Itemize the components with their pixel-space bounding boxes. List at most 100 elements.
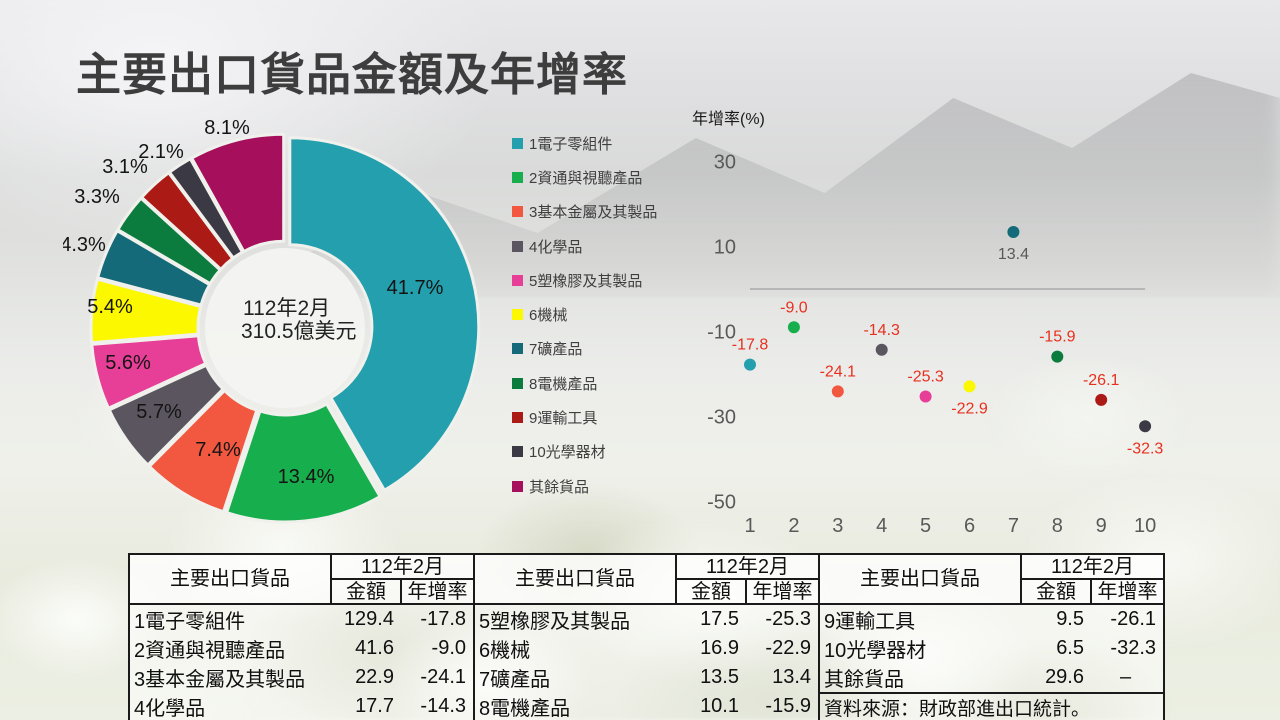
legend-swatch xyxy=(512,480,523,492)
scatter-point xyxy=(875,343,888,356)
table-row: 4化學品 17.7 -14.3 xyxy=(129,692,475,720)
donut-percent-label: 3.3% xyxy=(74,186,120,208)
legend-label: 9運輸工具 xyxy=(529,410,598,428)
item-amount: 13.5 xyxy=(676,663,746,692)
y-axis-tick: -50 xyxy=(707,492,736,514)
legend-swatch xyxy=(512,377,523,389)
legend-swatch xyxy=(512,240,523,252)
legend-label: 6機械 xyxy=(529,307,568,325)
item-growth: -17.8 xyxy=(401,604,475,634)
donut-hole xyxy=(205,248,365,408)
legend-label: 8電機產品 xyxy=(529,375,598,393)
table-body: 1電子零組件 129.4 -17.8 2資通與視聽產品 41.6 -9.0 3基本金屬及其製… xyxy=(129,604,475,720)
scatter-point xyxy=(919,390,932,403)
donut-percent-label: 5.6% xyxy=(105,352,151,374)
item-amount: 17.5 xyxy=(676,604,746,634)
item-name: 6機械 xyxy=(474,634,676,663)
header-period: 112年2月 xyxy=(1019,553,1166,580)
scatter-data-label: -32.3 xyxy=(1127,440,1164,457)
item-name: 7礦產品 xyxy=(474,663,676,692)
scatter-point xyxy=(787,321,800,334)
legend-label: 5塑橡膠及其製品 xyxy=(529,272,643,290)
donut-slice xyxy=(89,277,203,345)
x-axis-tick: 8 xyxy=(1052,515,1063,537)
y-axis-tick: -10 xyxy=(707,322,736,344)
legend-item: 其餘貨品 xyxy=(512,469,657,503)
x-axis-tick: 9 xyxy=(1096,515,1107,537)
header-period: 112年2月 xyxy=(329,553,476,580)
donut-center-line2: 310.5億美元 xyxy=(241,320,357,343)
table-row: 8電機產品 10.1 -15.9 xyxy=(474,692,820,720)
x-axis-tick: 1 xyxy=(744,515,755,537)
scatter-data-label: -26.1 xyxy=(1083,372,1120,389)
x-axis-tick: 2 xyxy=(788,515,799,537)
item-growth: -24.1 xyxy=(401,663,475,692)
table-body: 5塑橡膠及其製品 17.5 -25.3 6機械 16.9 -22.9 7礦產品 13.5 13.… xyxy=(474,604,820,720)
donut-slice xyxy=(167,157,244,260)
table-row: 2資通與視聽產品 41.6 -9.0 xyxy=(129,634,475,663)
x-axis-tick: 3 xyxy=(832,515,843,537)
legend-swatch xyxy=(512,309,523,321)
legend-item: 1電子零組件 xyxy=(512,126,657,160)
legend-label: 3基本金屬及其製品 xyxy=(529,204,658,222)
table-row: 5塑橡膠及其製品 17.5 -25.3 xyxy=(474,604,820,634)
table-row: 3基本金屬及其製品 22.9 -24.1 xyxy=(129,663,475,692)
header-period: 112年2月 xyxy=(674,553,821,580)
item-name: 10光學器材 xyxy=(819,634,1021,663)
table-row: 10光學器材 6.5 -32.3 xyxy=(819,634,1165,663)
item-amount: 9.5 xyxy=(1021,604,1091,634)
item-growth: -14.3 xyxy=(401,692,475,720)
legend-swatch xyxy=(512,412,523,424)
item-amount: 6.5 xyxy=(1021,634,1091,663)
header-growth: 年增率 xyxy=(744,578,821,605)
y-axis-tick: -30 xyxy=(707,407,736,429)
legend-swatch xyxy=(512,274,523,286)
export-table-3: 主要出口貨品 112年2月 金額 年增率 9運輸工具 9.5 -26.1 10光學器材 6.5-… xyxy=(818,553,1166,720)
legend-item: 5塑橡膠及其製品 xyxy=(512,263,657,297)
item-growth: -15.9 xyxy=(746,692,820,720)
scatter-point xyxy=(744,358,756,371)
legend-swatch xyxy=(512,171,523,183)
chart-legend: 1電子零組件 2資通與視聽產品 3基本金屬及其製品 4化學品 5塑橡膠及其製品 6機械 7礦… xyxy=(512,126,657,503)
item-name: 5塑橡膠及其製品 xyxy=(474,604,676,634)
item-growth: -22.9 xyxy=(746,634,820,663)
table-row: 1電子零組件 129.4 -17.8 xyxy=(129,604,475,634)
legend-swatch xyxy=(512,137,523,149)
scatter-data-label: -17.8 xyxy=(732,337,769,354)
item-amount: 129.4 xyxy=(331,604,401,634)
item-growth: -9.0 xyxy=(401,634,475,663)
scatter-data-label: -9.0 xyxy=(780,299,808,316)
legend-item: 8電機產品 xyxy=(512,366,657,400)
slide-title: 主要出口貨品金額及年增率 xyxy=(76,49,629,100)
item-name: 8電機產品 xyxy=(474,692,676,720)
donut-slice xyxy=(147,389,259,514)
scatter-data-label: -24.1 xyxy=(820,363,857,380)
donut-slice xyxy=(107,363,225,467)
table-row: 其餘貨品 29.6– xyxy=(819,663,1165,693)
donut-percent-label: 7.4% xyxy=(195,439,241,461)
donut-slice xyxy=(190,132,286,253)
legend-item: 7礦產品 xyxy=(512,332,657,366)
legend-swatch xyxy=(512,446,523,458)
x-axis-tick: 7 xyxy=(1008,515,1019,537)
header-main: 主要出口貨品 xyxy=(818,553,1022,605)
header-growth: 年增率 xyxy=(1089,578,1166,605)
donut-slice xyxy=(225,402,382,524)
header-amount: 金額 xyxy=(330,578,402,605)
scatter-data-label: 13.4 xyxy=(998,246,1029,263)
item-name: 其餘貨品 xyxy=(819,663,1021,693)
donut-percent-label: 2.1% xyxy=(138,141,184,163)
item-amount: 22.9 xyxy=(331,663,401,692)
item-growth: – xyxy=(1091,663,1165,693)
header-amount: 金額 xyxy=(1020,578,1092,605)
donut-percent-label: 41.7% xyxy=(387,277,444,299)
scatter-axis-title: 年增率(%) xyxy=(692,110,765,128)
item-amount: 41.6 xyxy=(331,634,401,663)
legend-item: 4化學品 xyxy=(512,229,657,263)
legend-label: 2資通與視聽產品 xyxy=(529,169,643,187)
header-main: 主要出口貨品 xyxy=(128,553,332,605)
legend-item: 3基本金屬及其製品 xyxy=(512,195,657,229)
donut-center-line1: 112年2月 xyxy=(243,297,330,320)
donut-percent-label: 5.7% xyxy=(136,401,182,423)
